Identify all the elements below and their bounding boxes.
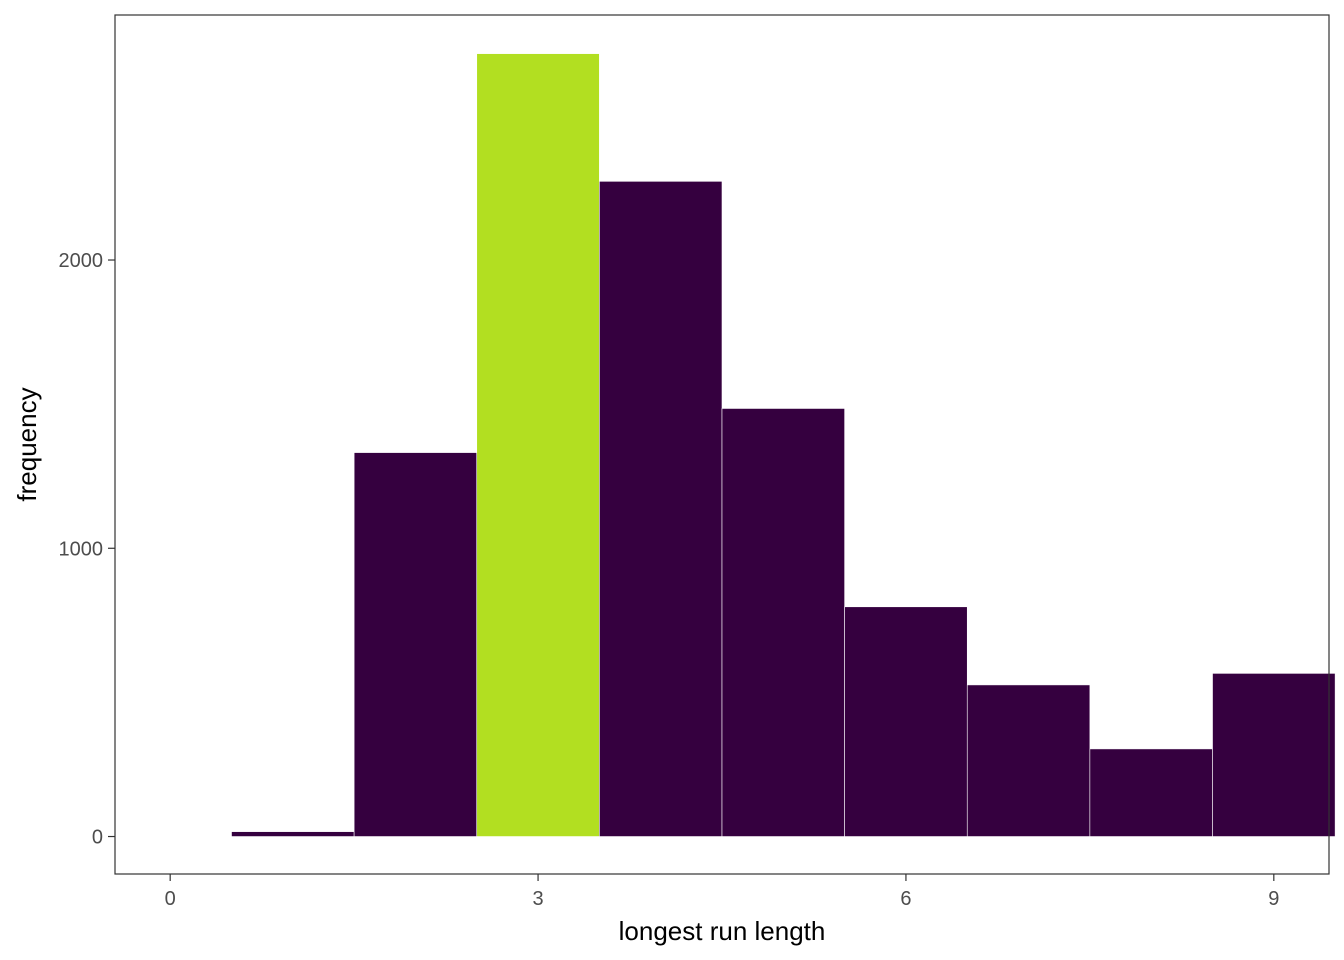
x-tick-label: 0 [165,888,176,910]
x-tick-label: 9 [1268,888,1279,910]
bar [721,408,845,837]
y-tick-label: 2000 [59,250,104,272]
bars-layer [231,53,1336,837]
x-tick-label: 3 [532,888,543,910]
bar-highlighted [476,53,600,837]
bar [599,181,723,837]
bar [1212,673,1336,837]
y-axis-title: frequency [12,387,42,501]
x-tick-label: 6 [900,888,911,910]
panel-border [114,14,1330,875]
bar [1089,748,1213,837]
x-axis-title: longest run length [619,916,826,946]
bar [353,452,478,837]
y-axis: 0 1000 2000 [59,250,115,849]
y-tick-label: 1000 [59,538,104,560]
y-tick-label: 0 [92,827,103,849]
bar [231,831,355,837]
x-axis: 0 3 6 9 [165,874,1279,910]
bar [844,606,968,837]
bar [966,684,1091,837]
